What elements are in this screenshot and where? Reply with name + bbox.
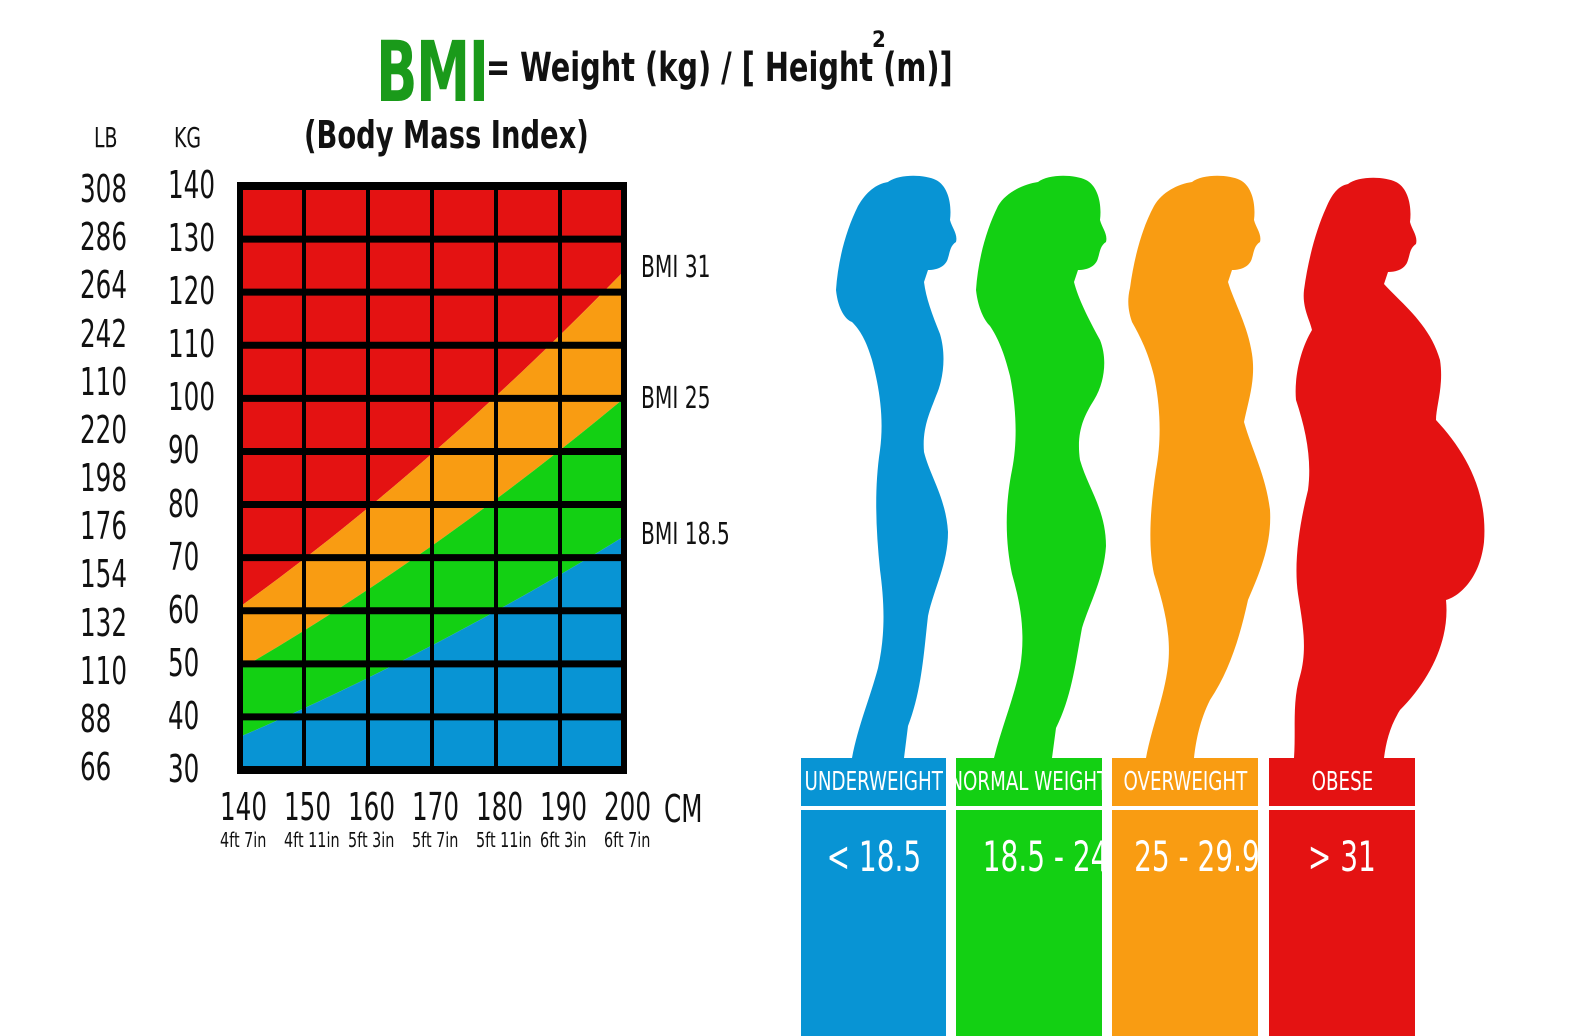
- body-silhouettes: [836, 175, 1485, 758]
- kg-tick-label: 70: [168, 534, 200, 579]
- lb-tick-label: 110: [80, 648, 127, 693]
- lb-tick-label: 220: [80, 407, 127, 452]
- lb-tick-label: 286: [80, 215, 127, 260]
- cm-tick-label: 180: [476, 785, 523, 829]
- bmi-line-label: BMI 18.5: [641, 517, 730, 553]
- kg-axis-label: KG: [174, 121, 202, 154]
- kg-tick-label: 30: [168, 747, 200, 791]
- cm-tick-label: 160: [348, 785, 395, 829]
- category-normal-weight: NORMAL WEIGHT 18.5 - 24.9: [956, 758, 1102, 1036]
- kg-tick-label: 80: [168, 481, 200, 526]
- category-range-box: < 18.5: [801, 810, 946, 1036]
- kg-tick-label: 40: [168, 693, 200, 738]
- category-underweight: UNDERWEIGHT < 18.5: [801, 758, 946, 1036]
- lb-tick-label: 242: [80, 311, 127, 356]
- category-range-box: 18.5 - 24.9: [956, 810, 1102, 1036]
- lb-tick-label: 88: [80, 696, 112, 741]
- bmi-title: BMI: [376, 23, 489, 121]
- lb-tick-label: 154: [80, 552, 127, 597]
- kg-tick-label: 50: [168, 640, 200, 685]
- cm-tick-label: 140: [220, 785, 267, 829]
- bmi-chart: [237, 182, 627, 774]
- imperial-height-label: 6ft 3in: [540, 828, 587, 852]
- lb-tick-label: 132: [80, 600, 127, 645]
- category-range-box: 25 - 29.9: [1112, 810, 1258, 1036]
- imperial-height-label: 5ft 7in: [412, 828, 459, 852]
- category-range: 18.5 - 24.9: [982, 832, 1102, 881]
- category-range: 25 - 29.9: [1134, 832, 1258, 881]
- imperial-height-label: 6ft 7in: [604, 828, 651, 852]
- kg-tick-label: 100: [168, 375, 215, 420]
- kg-tick-label: 120: [168, 269, 215, 314]
- category-name: UNDERWEIGHT: [801, 758, 946, 806]
- lb-tick-label: 110: [80, 359, 127, 404]
- cm-tick-label: 190: [540, 785, 587, 829]
- bmi-line-label: BMI 25: [641, 381, 711, 417]
- lb-tick-label: 264: [80, 263, 127, 308]
- category-range: > 31: [1308, 832, 1376, 881]
- category-name: NORMAL WEIGHT: [956, 758, 1102, 806]
- kg-tick-label: 140: [168, 163, 215, 207]
- formula-superscript: 2: [872, 28, 886, 53]
- normal-weight-silhouette: [976, 175, 1107, 758]
- category-range: < 18.5: [826, 832, 921, 881]
- category-overweight: OVERWEIGHT 25 - 29.9: [1112, 758, 1258, 1036]
- overweight-silhouette: [1128, 175, 1271, 758]
- bmi-line-label: BMI 31: [641, 249, 711, 285]
- obese-silhouette: [1294, 177, 1485, 758]
- underweight-silhouette: [836, 175, 957, 758]
- lb-axis-label: LB: [94, 121, 118, 154]
- imperial-height-label: 4ft 7in: [220, 828, 267, 852]
- cm-tick-label: 150: [284, 785, 331, 829]
- kg-tick-label: 110: [168, 322, 215, 367]
- imperial-height-label: 5ft 11in: [476, 828, 532, 852]
- category-obese: OBESE > 31: [1269, 758, 1415, 1036]
- kg-tick-label: 90: [168, 428, 200, 473]
- kg-tick-label: 130: [168, 216, 215, 261]
- bmi-formula: = Weight (kg) / [ Height (m)]: [486, 45, 953, 91]
- lb-tick-label: 176: [80, 504, 127, 549]
- category-name: OBESE: [1269, 758, 1415, 806]
- lb-tick-label: 198: [80, 456, 127, 500]
- cm-tick-label: 200: [604, 785, 651, 829]
- lb-tick-label: 66: [80, 745, 112, 789]
- chart-subtitle: (Body Mass Index): [304, 113, 589, 157]
- kg-tick-label: 60: [168, 587, 200, 632]
- category-range-box: > 31: [1269, 810, 1415, 1036]
- category-name: OVERWEIGHT: [1112, 758, 1258, 806]
- imperial-height-label: 5ft 3in: [348, 828, 395, 852]
- lb-tick-label: 308: [80, 167, 127, 211]
- imperial-height-label: 4ft 11in: [284, 828, 340, 852]
- cm-unit-label: CM: [664, 787, 703, 831]
- cm-tick-label: 170: [412, 785, 459, 829]
